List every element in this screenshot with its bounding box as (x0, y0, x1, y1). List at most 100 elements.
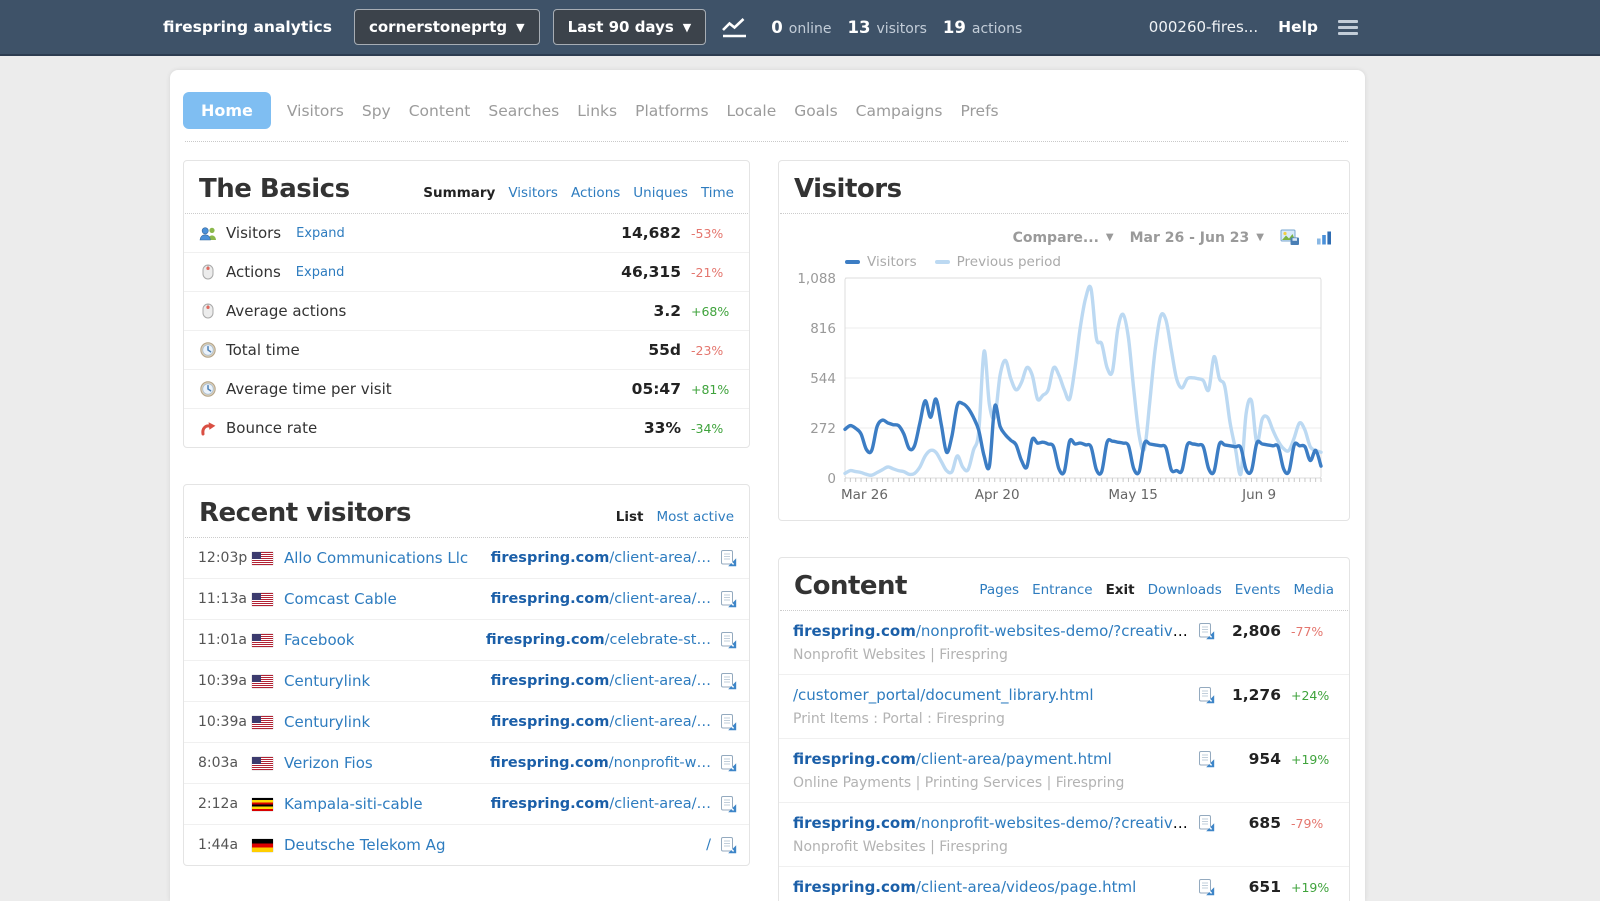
expand-link[interactable]: Expand (295, 264, 345, 280)
visitor-row: 8:03a Verizon Fios firespring.com/nonpro… (184, 743, 749, 784)
metric-row: Total time 55d -23% (184, 331, 749, 370)
visitor-name-link[interactable]: Verizon Fios (284, 754, 373, 772)
page-detail-icon[interactable] (1198, 686, 1215, 704)
chart-legend: Visitors Previous period (779, 246, 1349, 270)
tab-spy[interactable]: Spy (361, 101, 391, 120)
page-detail-icon[interactable] (720, 754, 737, 772)
tab-home[interactable]: Home (183, 92, 271, 129)
content-value: 1,276 (1231, 686, 1281, 704)
date-range-label: Last 90 days (567, 18, 674, 36)
visitor-name-link[interactable]: Deutsche Telekom Ag (284, 836, 446, 854)
trend-chart-icon[interactable] (721, 17, 747, 38)
visitor-name-link[interactable]: Centurylink (284, 713, 371, 731)
content-tab-downloads[interactable]: Downloads (1147, 582, 1222, 598)
basics-tab-visitors[interactable]: Visitors (508, 185, 558, 201)
legend-item-previous-period[interactable]: Previous period (934, 254, 1061, 270)
tab-searches[interactable]: Searches (488, 101, 560, 120)
visitor-url-link[interactable]: firespring.com/client-area/… (490, 591, 711, 607)
metric-value: 3.2 (653, 302, 681, 320)
header-right: 000260-fires... Help (1149, 18, 1600, 36)
page-detail-icon[interactable] (720, 672, 737, 690)
visitor-url-link[interactable]: firespring.com/celebrate-st… (485, 632, 711, 648)
content-tab-media[interactable]: Media (1293, 582, 1334, 598)
visitor-name-link[interactable]: Allo Communications Llc (284, 549, 469, 567)
page-detail-icon[interactable] (1198, 622, 1215, 640)
visitors-panel: Visitors Compare... ▼ Mar 26 - Jun 23 ▼ (778, 160, 1350, 521)
page-detail-icon[interactable] (720, 590, 737, 608)
site-selector-button[interactable]: cornerstoneprtg ▼ (353, 9, 540, 45)
help-link[interactable]: Help (1278, 18, 1318, 36)
content-url-link[interactable]: firespring.com/nonprofit-websites-demo/?… (793, 814, 1189, 832)
visitor-url-link[interactable]: firespring.com/client-area/… (490, 550, 711, 566)
recent-tab-most-active[interactable]: Most active (656, 509, 734, 525)
tab-campaigns[interactable]: Campaigns (855, 101, 943, 120)
visitors-title: Visitors (794, 174, 902, 204)
page-detail-icon[interactable] (720, 631, 737, 649)
metric-row: Actions Expand 46,315 -21% (184, 253, 749, 292)
content-row: firespring.com/client-area/payment.html … (779, 739, 1349, 803)
time-icon (198, 381, 218, 397)
basics-tab-uniques[interactable]: Uniques (633, 185, 688, 201)
brand-logo: firespring analytics (163, 18, 332, 36)
tab-goals[interactable]: Goals (794, 101, 838, 120)
export-image-icon[interactable] (1280, 229, 1300, 246)
content-tab-entrance[interactable]: Entrance (1032, 582, 1093, 598)
metric-label: Average time per visit (226, 380, 392, 398)
tab-locale[interactable]: Locale (726, 101, 777, 120)
chart-date-range-dropdown[interactable]: Mar 26 - Jun 23 ▼ (1129, 229, 1264, 246)
metric-row: Visitors Expand 14,682 -53% (184, 214, 749, 253)
recent-tab-list[interactable]: List (615, 509, 644, 525)
page-detail-icon[interactable] (1198, 878, 1215, 896)
country-flag-icon (252, 715, 273, 729)
content-tab-pages[interactable]: Pages (979, 582, 1020, 598)
page-detail-icon[interactable] (720, 549, 737, 567)
content-tab-exit[interactable]: Exit (1105, 582, 1135, 598)
visitor-time: 10:39a (198, 673, 247, 689)
content-url-link[interactable]: firespring.com/client-area/videos/page.h… (793, 878, 1137, 896)
metric-value: 05:47 (631, 380, 681, 398)
expand-link[interactable]: Expand (296, 225, 345, 241)
visitor-name-link[interactable]: Centurylink (284, 672, 371, 690)
page-detail-icon[interactable] (1198, 750, 1215, 768)
content-value: 685 (1248, 814, 1281, 832)
tab-content[interactable]: Content (408, 101, 471, 120)
page-detail-icon[interactable] (720, 795, 737, 813)
content-url-link[interactable]: firespring.com/nonprofit-websites-demo/?… (793, 622, 1189, 640)
main-nav: Home Visitors Spy Content Searches Links Platf… (183, 92, 1350, 129)
basics-tab-time[interactable]: Time (700, 185, 734, 201)
visitor-url-link[interactable]: firespring.com/client-area/… (490, 796, 711, 812)
metric-delta: -23% (691, 342, 724, 358)
tab-platforms[interactable]: Platforms (635, 101, 709, 120)
nav-divider (185, 141, 1348, 142)
menu-icon[interactable] (1338, 19, 1358, 35)
country-flag-icon (252, 838, 273, 852)
svg-text:272: 272 (810, 421, 836, 437)
content-tab-events[interactable]: Events (1234, 582, 1281, 598)
basics-tab-summary[interactable]: Summary (423, 185, 496, 201)
visitor-url-link[interactable]: / (706, 837, 711, 853)
tab-visitors[interactable]: Visitors (286, 101, 344, 120)
bar-chart-icon[interactable] (1316, 230, 1333, 245)
legend-item-visitors[interactable]: Visitors (845, 254, 917, 270)
page-detail-icon[interactable] (1198, 814, 1215, 832)
visitor-name-link[interactable]: Kampala-siti-cable (284, 795, 423, 813)
visitor-url-link[interactable]: firespring.com/nonprofit-w… (489, 755, 711, 771)
visitor-url-link[interactable]: firespring.com/client-area/… (490, 714, 711, 730)
tab-links[interactable]: Links (577, 101, 618, 120)
chevron-down-icon: ▼ (682, 20, 692, 34)
tab-prefs[interactable]: Prefs (960, 101, 999, 120)
account-name[interactable]: 000260-fires... (1148, 18, 1259, 36)
content-url-link[interactable]: /customer_portal/document_library.html (793, 686, 1094, 704)
compare-dropdown[interactable]: Compare... ▼ (1012, 229, 1114, 246)
visitor-name-link[interactable]: Facebook (284, 631, 355, 649)
page-detail-icon[interactable] (720, 836, 737, 854)
page-detail-icon[interactable] (720, 713, 737, 731)
date-range-button[interactable]: Last 90 days ▼ (552, 9, 707, 45)
visitor-name-link[interactable]: Comcast Cable (284, 590, 397, 608)
metric-delta: -21% (691, 264, 724, 280)
basics-tab-actions[interactable]: Actions (570, 185, 621, 201)
content-url-link[interactable]: firespring.com/client-area/payment.html (793, 750, 1112, 768)
basics-title: The Basics (199, 174, 350, 204)
visitor-url-link[interactable]: firespring.com/client-area/… (490, 673, 711, 689)
